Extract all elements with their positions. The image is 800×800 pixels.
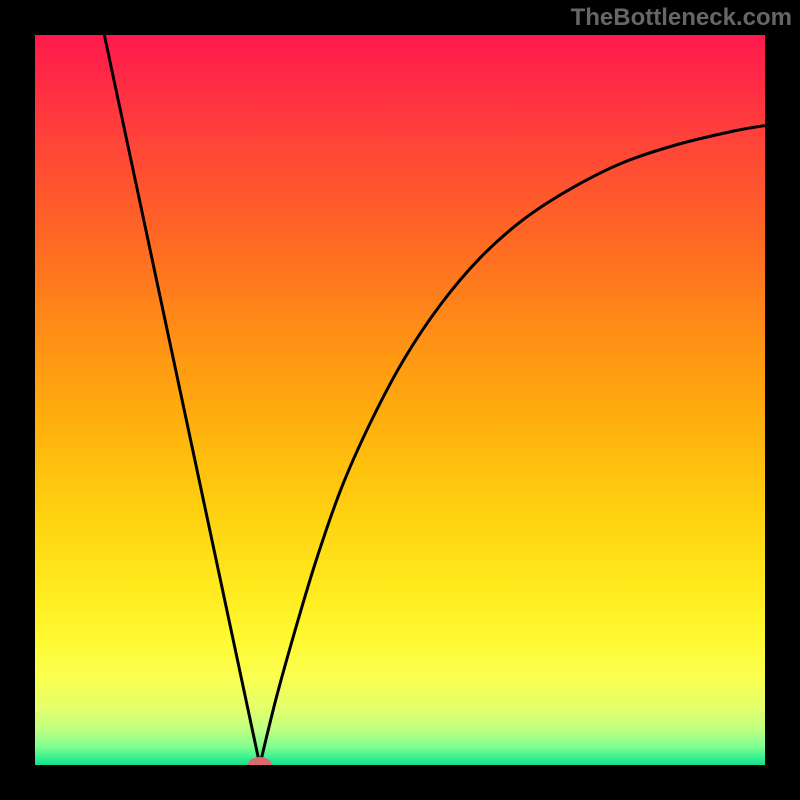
- watermark-label: TheBottleneck.com: [571, 4, 792, 32]
- plot-background: [35, 35, 765, 765]
- chart-container: TheBottleneck.com: [0, 0, 800, 800]
- bottleneck-chart: [0, 0, 800, 800]
- minimum-marker: [248, 757, 272, 773]
